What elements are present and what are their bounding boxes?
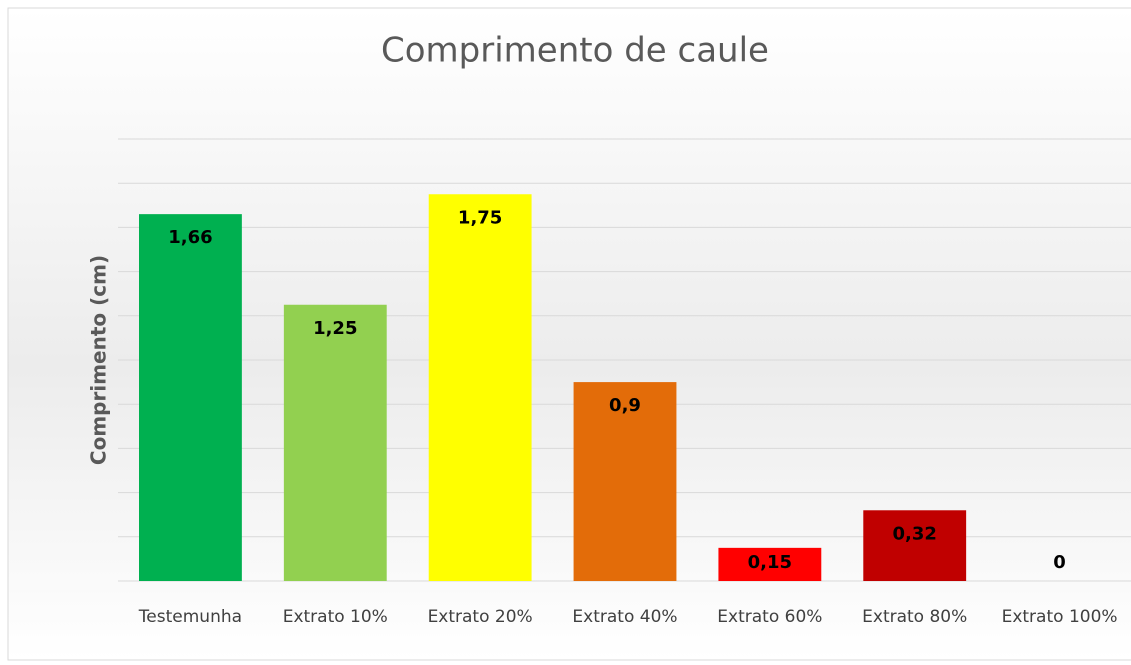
bar bbox=[718, 547, 822, 581]
y-axis-label: Comprimento (cm) bbox=[87, 255, 111, 465]
x-tick-label: Extrato 60% bbox=[717, 607, 822, 627]
x-tick-label: Testemunha bbox=[138, 607, 242, 627]
data-label: 0,9 bbox=[609, 395, 641, 416]
data-label: 0,15 bbox=[748, 552, 792, 573]
bar bbox=[428, 194, 532, 581]
data-label: 1,25 bbox=[313, 318, 357, 339]
bar bbox=[283, 304, 387, 581]
bar bbox=[139, 214, 242, 581]
x-tick-label: Extrato 100% bbox=[1002, 607, 1118, 627]
data-label: 1,66 bbox=[168, 227, 212, 248]
x-tick-label: Extrato 20% bbox=[428, 607, 533, 627]
data-label: 1,75 bbox=[458, 207, 502, 228]
x-tick-label: Extrato 40% bbox=[572, 607, 677, 627]
bar bbox=[573, 382, 677, 581]
data-label: 0 bbox=[1053, 552, 1066, 573]
bar bbox=[863, 510, 967, 581]
x-tick-label: Extrato 10% bbox=[283, 607, 388, 627]
x-tick-label: Extrato 80% bbox=[862, 607, 967, 627]
chart-title: Comprimento de caule bbox=[381, 31, 769, 71]
data-label: 0,32 bbox=[893, 523, 937, 544]
